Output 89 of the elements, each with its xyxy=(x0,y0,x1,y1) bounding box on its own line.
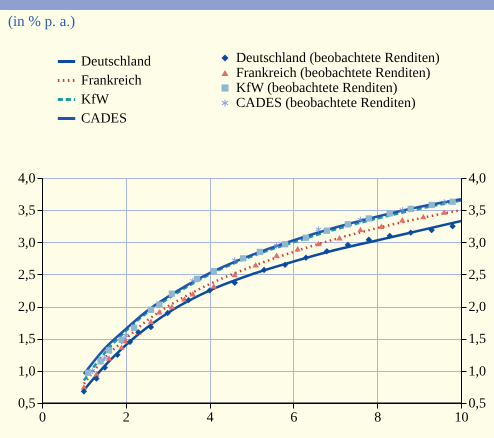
point xyxy=(273,252,280,258)
legend-label: Frankreich (beobachtete Renditen) xyxy=(236,66,431,81)
point xyxy=(302,234,310,241)
y2-tick-label: 2,5 xyxy=(468,268,486,283)
y2-tick-label: 0,5 xyxy=(468,396,486,412)
legend-label: KfW (beobachtete Renditen) xyxy=(236,81,398,96)
point xyxy=(449,198,456,205)
x-tick-label: 2 xyxy=(122,410,130,426)
y-tick-label: 3,0 xyxy=(18,236,36,251)
x-tick-label: 6 xyxy=(290,410,298,426)
point xyxy=(164,310,171,316)
point xyxy=(441,199,448,206)
point xyxy=(399,217,406,223)
point xyxy=(126,338,134,346)
point xyxy=(118,344,125,350)
y-tick-label: 4,0 xyxy=(18,172,36,186)
point xyxy=(282,241,288,248)
y-tick-label: 2,5 xyxy=(18,268,36,283)
y2-tick-label: 3,5 xyxy=(468,204,486,219)
point xyxy=(420,214,426,220)
x-tick-label: 0 xyxy=(39,410,46,426)
point xyxy=(210,268,217,274)
point xyxy=(316,226,322,233)
point xyxy=(260,266,268,274)
y-tick-label: 2,0 xyxy=(18,300,36,316)
point xyxy=(252,262,259,268)
point xyxy=(156,308,162,314)
point xyxy=(344,221,352,228)
point xyxy=(93,375,100,382)
point xyxy=(106,355,112,361)
point xyxy=(358,216,364,223)
x-tick-label: 4 xyxy=(206,410,214,426)
legend-label: CADES xyxy=(81,112,127,126)
y-tick-label: 1,5 xyxy=(18,332,36,348)
legend-label: Frankreich xyxy=(81,74,142,88)
y2-tick-label: 1,5 xyxy=(468,332,486,348)
point xyxy=(408,229,414,236)
point xyxy=(106,347,112,354)
legend-label: KfW xyxy=(81,92,110,108)
chart-title: (in % p. a.) xyxy=(8,14,76,31)
y-tick-label: 1,0 xyxy=(18,364,36,380)
point xyxy=(206,287,213,294)
point xyxy=(324,248,330,254)
point xyxy=(386,210,393,217)
point xyxy=(185,296,192,304)
y-tick-label: 3,5 xyxy=(18,204,36,219)
point xyxy=(148,318,154,324)
point xyxy=(282,262,288,268)
point xyxy=(366,215,372,222)
point xyxy=(378,223,385,229)
point xyxy=(232,257,238,264)
legend-label: Deutschland xyxy=(81,54,151,70)
y2-tick-label: 4,0 xyxy=(468,172,486,186)
point xyxy=(399,206,406,214)
point xyxy=(122,332,129,339)
point xyxy=(256,248,264,256)
point xyxy=(302,254,310,261)
y2-tick-label: 3,0 xyxy=(468,236,486,251)
x-tick-label: 8 xyxy=(374,410,382,426)
point xyxy=(441,209,448,215)
point xyxy=(428,202,435,208)
point xyxy=(449,223,456,230)
point xyxy=(408,206,414,212)
point xyxy=(131,324,138,331)
point xyxy=(357,226,364,232)
point xyxy=(386,232,393,240)
x-tick-label: 10 xyxy=(454,410,468,426)
point xyxy=(240,255,246,262)
y2-tick-label: 2,0 xyxy=(468,300,486,316)
point xyxy=(84,370,92,376)
point xyxy=(168,304,176,310)
y2-tick-label: 1,0 xyxy=(468,364,486,380)
point xyxy=(168,290,176,297)
point xyxy=(156,301,162,308)
point xyxy=(98,358,104,364)
y-tick-label: 0,5 xyxy=(18,396,36,412)
point xyxy=(80,388,88,395)
point xyxy=(148,324,154,330)
point xyxy=(210,283,217,289)
point xyxy=(194,276,200,282)
point xyxy=(315,240,322,246)
legend-label: CADES (beobachtete Renditen) xyxy=(236,96,416,111)
point xyxy=(274,242,280,249)
point xyxy=(232,272,238,278)
point xyxy=(336,235,343,241)
point xyxy=(324,228,330,234)
point xyxy=(294,246,301,252)
legend-label: Deutschland (beobachtete Renditen) xyxy=(236,51,440,66)
point xyxy=(190,290,196,296)
